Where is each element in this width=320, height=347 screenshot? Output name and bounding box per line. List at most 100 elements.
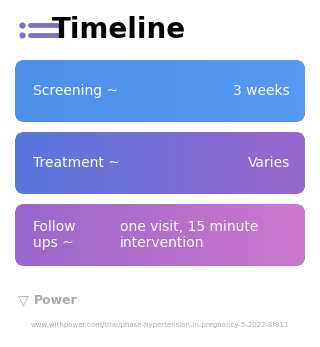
Bar bbox=[206, 60, 208, 122]
Bar bbox=[180, 132, 182, 194]
Bar bbox=[293, 132, 295, 194]
Bar bbox=[304, 60, 305, 122]
Bar bbox=[172, 60, 173, 122]
Bar bbox=[192, 204, 193, 266]
Bar bbox=[79, 60, 80, 122]
Bar bbox=[83, 60, 84, 122]
Bar bbox=[22, 132, 24, 194]
Bar bbox=[260, 60, 261, 122]
Bar bbox=[267, 60, 269, 122]
Bar bbox=[253, 132, 254, 194]
Bar bbox=[103, 60, 105, 122]
Bar bbox=[225, 60, 227, 122]
Bar bbox=[174, 132, 176, 194]
Bar bbox=[209, 132, 211, 194]
Bar bbox=[208, 132, 209, 194]
Bar bbox=[127, 132, 128, 194]
Bar bbox=[29, 132, 31, 194]
Bar bbox=[18, 204, 19, 266]
Bar bbox=[231, 60, 233, 122]
Bar bbox=[131, 60, 132, 122]
Bar bbox=[50, 60, 51, 122]
Bar bbox=[259, 204, 260, 266]
Bar bbox=[291, 204, 292, 266]
Bar bbox=[279, 204, 280, 266]
Bar bbox=[53, 60, 54, 122]
Bar bbox=[277, 204, 279, 266]
Bar bbox=[32, 132, 34, 194]
Bar bbox=[125, 60, 127, 122]
Bar bbox=[209, 204, 211, 266]
Bar bbox=[177, 60, 179, 122]
Bar bbox=[244, 60, 245, 122]
Bar bbox=[259, 132, 260, 194]
Bar bbox=[37, 204, 38, 266]
Bar bbox=[166, 60, 167, 122]
Bar bbox=[198, 204, 199, 266]
Bar bbox=[247, 204, 248, 266]
Bar bbox=[75, 60, 76, 122]
Bar bbox=[261, 60, 263, 122]
Bar bbox=[240, 60, 241, 122]
Bar bbox=[25, 60, 27, 122]
Bar bbox=[205, 60, 206, 122]
Bar bbox=[153, 132, 154, 194]
Bar bbox=[174, 60, 176, 122]
Bar bbox=[16, 132, 18, 194]
Text: Power: Power bbox=[34, 294, 78, 306]
Bar bbox=[53, 204, 54, 266]
Bar bbox=[15, 204, 16, 266]
Bar bbox=[141, 60, 143, 122]
Bar bbox=[224, 204, 225, 266]
Bar bbox=[141, 204, 143, 266]
Bar bbox=[47, 60, 48, 122]
Bar bbox=[240, 132, 241, 194]
Bar bbox=[215, 60, 217, 122]
Bar bbox=[266, 132, 267, 194]
Bar bbox=[221, 60, 222, 122]
Bar bbox=[295, 132, 296, 194]
Bar bbox=[146, 60, 147, 122]
Bar bbox=[34, 60, 35, 122]
Bar bbox=[100, 60, 102, 122]
Bar bbox=[164, 132, 166, 194]
Bar bbox=[96, 204, 98, 266]
Bar bbox=[214, 204, 215, 266]
Bar bbox=[208, 60, 209, 122]
Bar bbox=[196, 132, 198, 194]
Bar bbox=[176, 60, 177, 122]
Bar bbox=[253, 204, 254, 266]
Bar bbox=[54, 60, 56, 122]
Bar bbox=[164, 204, 166, 266]
Bar bbox=[236, 60, 237, 122]
Bar bbox=[137, 132, 138, 194]
Bar bbox=[292, 60, 293, 122]
Bar bbox=[212, 132, 214, 194]
Bar bbox=[289, 60, 291, 122]
Bar bbox=[66, 132, 67, 194]
Bar bbox=[54, 204, 56, 266]
Bar bbox=[64, 132, 66, 194]
Bar bbox=[304, 132, 305, 194]
Bar bbox=[193, 204, 195, 266]
Bar bbox=[114, 204, 115, 266]
Bar bbox=[190, 60, 192, 122]
Bar bbox=[176, 132, 177, 194]
Bar bbox=[122, 132, 124, 194]
Bar bbox=[130, 60, 131, 122]
Bar bbox=[122, 60, 124, 122]
Bar bbox=[66, 204, 67, 266]
Bar bbox=[227, 60, 228, 122]
Bar bbox=[188, 60, 189, 122]
Bar bbox=[134, 204, 135, 266]
Bar bbox=[264, 204, 266, 266]
Bar bbox=[230, 204, 231, 266]
Bar bbox=[98, 132, 99, 194]
Bar bbox=[162, 132, 163, 194]
Bar bbox=[28, 132, 29, 194]
Bar bbox=[25, 132, 27, 194]
Bar bbox=[256, 132, 257, 194]
Bar bbox=[243, 60, 244, 122]
Bar bbox=[164, 60, 166, 122]
Bar bbox=[92, 204, 93, 266]
